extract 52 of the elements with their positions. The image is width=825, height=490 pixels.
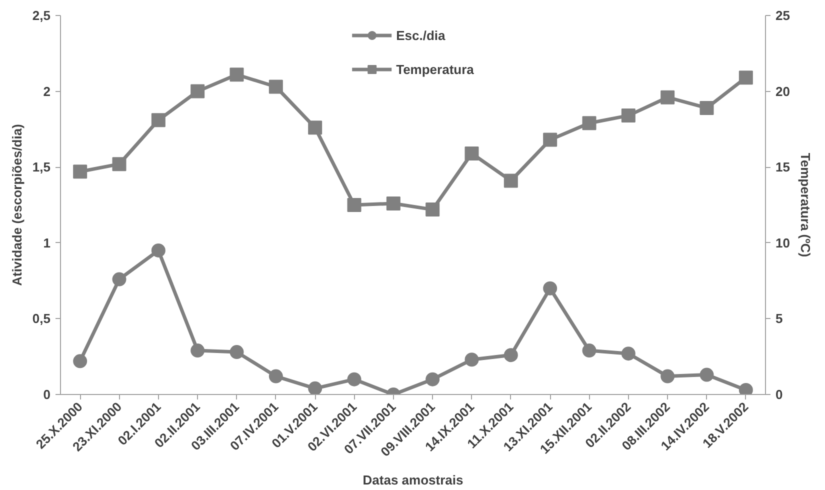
point (543, 281, 558, 296)
point (268, 369, 283, 384)
point (112, 272, 126, 286)
point (464, 352, 479, 367)
y-tick-label: 2,5 (32, 8, 51, 23)
point (230, 345, 244, 360)
point (543, 132, 558, 147)
point (230, 68, 244, 82)
point (347, 372, 362, 386)
point (660, 90, 675, 104)
point (73, 354, 88, 368)
point (151, 113, 166, 128)
point (190, 344, 205, 358)
point (268, 80, 283, 94)
point (308, 120, 322, 135)
point (464, 146, 479, 160)
point (504, 348, 518, 362)
point (504, 174, 518, 188)
x-axis-title: Datas amostrais (362, 472, 464, 488)
y2-tick-label: 15 (776, 160, 790, 175)
point (112, 157, 126, 172)
legend-label: Esc./dia (396, 28, 446, 42)
point (426, 372, 440, 386)
y2-tick-label: 10 (776, 235, 790, 250)
point (582, 344, 596, 358)
point (738, 382, 753, 394)
y2-tick-label: 5 (776, 311, 783, 326)
y2-axis-title: Temperatura (ºC) (798, 152, 813, 258)
point (347, 198, 362, 212)
point (700, 100, 714, 115)
point (660, 369, 675, 384)
point (582, 116, 596, 130)
point (151, 243, 166, 258)
y-tick-label: 0 (43, 387, 51, 402)
point (308, 381, 322, 394)
y-tick-label: 0,5 (32, 311, 51, 326)
point (621, 108, 636, 123)
y-tick-label: 1,5 (32, 160, 51, 175)
y2-tick-label: 0 (776, 387, 783, 402)
legend-label: Temperatura (396, 62, 474, 76)
y2-tick-label: 25 (776, 8, 790, 23)
y-axis-title: Atividade (escorpiões/dia) (9, 124, 24, 286)
point (386, 196, 400, 210)
y2-tick-label: 20 (776, 84, 790, 99)
point (738, 70, 753, 85)
point (73, 164, 88, 179)
point (190, 84, 205, 98)
point (700, 368, 714, 382)
y-tick-label: 2 (43, 84, 51, 99)
point (426, 202, 440, 217)
y-tick-label: 1 (43, 235, 51, 250)
point (621, 346, 636, 361)
